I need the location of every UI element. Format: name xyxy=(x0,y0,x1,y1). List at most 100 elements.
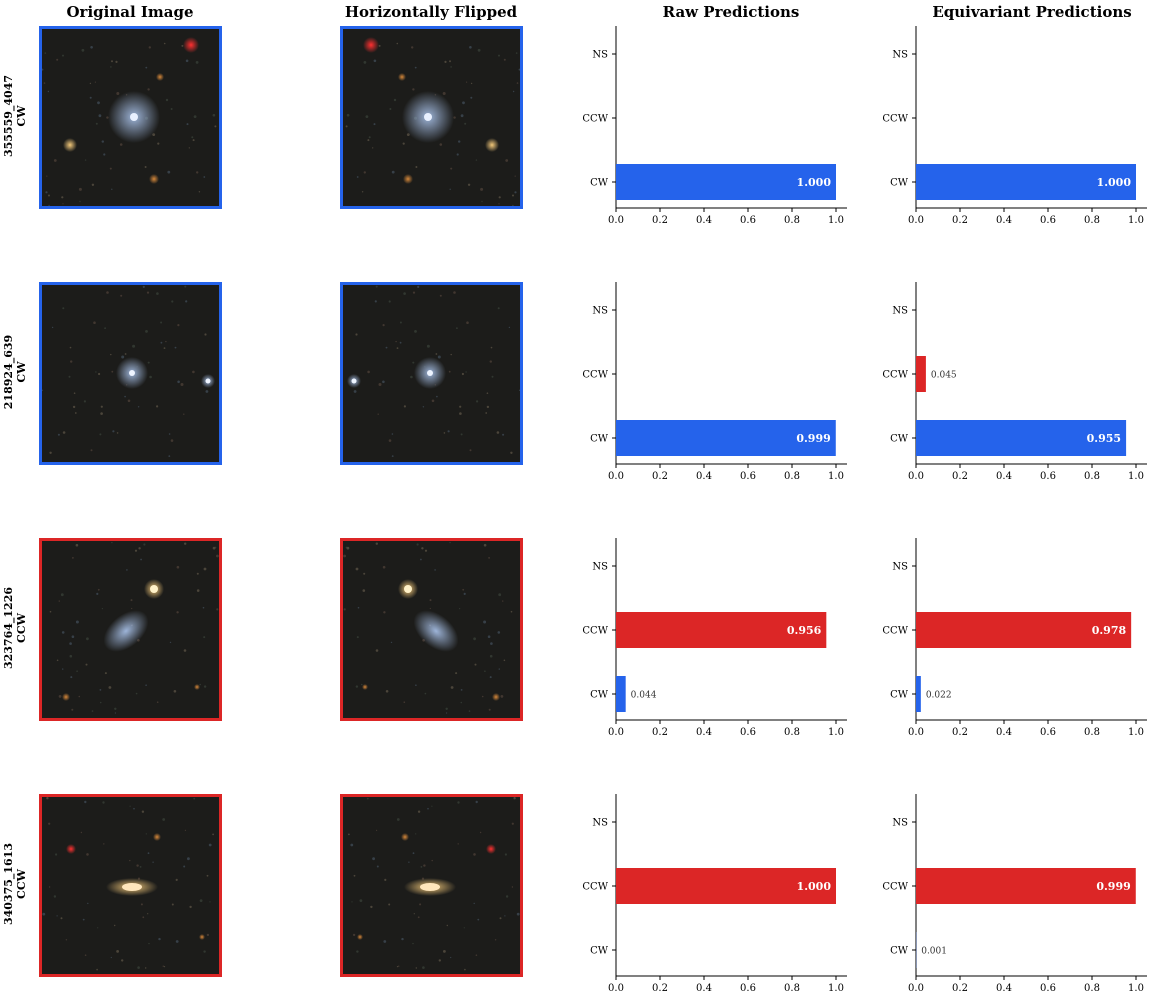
x-tick-label: 0.0 xyxy=(608,983,624,994)
x-tick-label: 0.0 xyxy=(908,983,924,994)
x-tick-label: 0.8 xyxy=(1084,727,1100,738)
x-tick-label: 0.0 xyxy=(908,215,924,226)
y-tick-label: CCW xyxy=(582,882,608,893)
y-tick-label: CCW xyxy=(882,626,908,637)
galaxy-thumbnail xyxy=(42,541,219,718)
x-tick-label: 0.6 xyxy=(1040,727,1056,738)
bar-value-label: 0.022 xyxy=(926,691,952,701)
x-tick-label: 0.0 xyxy=(608,215,624,226)
y-tick-label: NS xyxy=(592,306,608,317)
bar-value-label: 0.045 xyxy=(931,371,957,381)
y-tick-label: CCW xyxy=(582,370,608,381)
y-tick-label: CW xyxy=(590,178,609,189)
x-tick-label: 0.2 xyxy=(952,471,968,482)
x-tick-label: 1.0 xyxy=(828,983,844,994)
x-tick-label: 0.2 xyxy=(652,471,668,482)
x-tick-label: 0.8 xyxy=(784,471,800,482)
y-tick-label: CCW xyxy=(582,626,608,637)
galaxy-id: 218924_639 xyxy=(2,282,15,462)
x-tick-label: 1.0 xyxy=(828,215,844,226)
y-tick-label: NS xyxy=(592,562,608,573)
x-tick-label: 1.0 xyxy=(828,727,844,738)
galaxy-thumbnail xyxy=(42,797,219,974)
x-tick-label: 1.0 xyxy=(828,471,844,482)
true-label: CCW xyxy=(15,794,28,974)
bar-value-label: 0.956 xyxy=(787,624,822,637)
true-label: CW xyxy=(15,26,28,206)
y-tick-label: NS xyxy=(892,818,908,829)
prediction-bar-chart: 0.0 0.2 0.4 0.6 0.8 1.0 CW CCW 1.000 NS xyxy=(562,794,852,1004)
bar-cw xyxy=(616,676,626,712)
y-tick-label: CW xyxy=(590,434,609,445)
bar-value-label: 1.000 xyxy=(797,880,832,893)
original-image xyxy=(39,282,222,465)
column-title-equivariant: Equivariant Predictions xyxy=(902,3,1149,21)
x-tick-label: 0.4 xyxy=(696,471,712,482)
bar-cw xyxy=(916,676,921,712)
x-tick-label: 0.6 xyxy=(740,727,756,738)
bar-value-label: 0.999 xyxy=(1096,880,1130,893)
galaxy-thumbnail xyxy=(343,285,520,462)
galaxy-thumbnail xyxy=(343,797,520,974)
galaxy-thumbnail xyxy=(42,285,219,462)
x-tick-label: 0.8 xyxy=(784,727,800,738)
x-tick-label: 0.2 xyxy=(952,215,968,226)
y-tick-label: NS xyxy=(892,306,908,317)
original-image xyxy=(39,538,222,721)
original-image xyxy=(39,26,222,209)
bar-value-label: 0.978 xyxy=(1092,624,1127,637)
x-tick-label: 0.6 xyxy=(740,215,756,226)
x-tick-label: 0.4 xyxy=(696,215,712,226)
x-tick-label: 0.8 xyxy=(1084,471,1100,482)
y-tick-label: CW xyxy=(590,690,609,701)
y-tick-label: CCW xyxy=(882,114,908,125)
flipped-image xyxy=(340,794,523,977)
x-tick-label: 0.4 xyxy=(996,471,1012,482)
column-title-original: Original Image xyxy=(0,3,260,21)
bar-value-label: 1.000 xyxy=(797,176,832,189)
y-tick-label: NS xyxy=(592,818,608,829)
x-tick-label: 0.2 xyxy=(652,983,668,994)
y-tick-label: CW xyxy=(590,946,609,957)
true-label: CW xyxy=(15,282,28,462)
y-tick-label: NS xyxy=(892,562,908,573)
true-label: CCW xyxy=(15,538,28,718)
x-tick-label: 0.6 xyxy=(740,983,756,994)
y-tick-label: NS xyxy=(892,50,908,61)
x-tick-label: 0.4 xyxy=(996,983,1012,994)
x-tick-label: 0.4 xyxy=(696,727,712,738)
y-tick-label: CW xyxy=(890,946,909,957)
y-tick-label: CW xyxy=(890,690,909,701)
x-tick-label: 0.4 xyxy=(696,983,712,994)
x-tick-label: 0.0 xyxy=(908,471,924,482)
x-tick-label: 0.8 xyxy=(784,215,800,226)
x-tick-label: 0.6 xyxy=(1040,471,1056,482)
flipped-image xyxy=(340,538,523,721)
y-tick-label: CW xyxy=(890,178,909,189)
x-tick-label: 0.0 xyxy=(908,727,924,738)
galaxy-thumbnail xyxy=(343,541,520,718)
bar-value-label: 1.000 xyxy=(1097,176,1132,189)
x-tick-label: 0.4 xyxy=(996,215,1012,226)
x-tick-label: 1.0 xyxy=(1128,983,1144,994)
x-tick-label: 0.2 xyxy=(652,215,668,226)
column-title-raw: Raw Predictions xyxy=(601,3,861,21)
x-tick-label: 0.0 xyxy=(608,471,624,482)
galaxy-thumbnail xyxy=(42,29,219,206)
column-title-flipped: Horizontally Flipped xyxy=(301,3,561,21)
y-tick-label: CCW xyxy=(582,114,608,125)
y-tick-label: CW xyxy=(890,434,909,445)
original-image xyxy=(39,794,222,977)
x-tick-label: 0.8 xyxy=(1084,983,1100,994)
x-tick-label: 0.8 xyxy=(784,983,800,994)
x-tick-label: 0.2 xyxy=(952,983,968,994)
